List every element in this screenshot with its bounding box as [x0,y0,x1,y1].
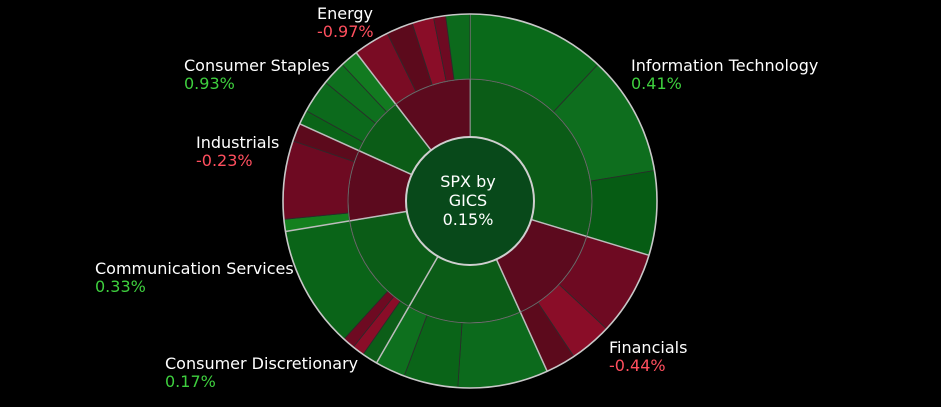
sector-divider [285,210,407,233]
sector-divider [375,256,439,364]
center-title-line2: GICS [448,191,488,210]
sector-divider [355,52,432,151]
center-total-change: 0.15% [442,210,494,229]
sector-change: 0.33% [95,277,146,296]
sector-divider [531,218,650,257]
sector-divider [299,123,413,176]
sector-change: -0.23% [196,151,253,170]
center-title-line1: SPX by [440,172,496,191]
sector-change: 0.17% [165,372,216,391]
middle-ring-border [347,78,593,324]
sector-label-information-technology: Information Technology 0.41% [631,56,819,93]
chart-center-label: SPX by GICS 0.15% [410,172,526,229]
sector-label-communication-services: Communication Services 0.33% [95,259,294,296]
sector-label-consumer-staples: Consumer Staples 0.93% [184,56,330,93]
sector-label-industrials: Industrials -0.23% [196,133,280,170]
center-disk [405,136,535,266]
outer-ring-border [282,13,658,389]
sector-change: -0.44% [609,356,666,375]
sector-label-consumer-discretionary: Consumer Discretionary 0.17% [165,354,359,391]
sector-change: 0.93% [184,74,235,93]
sector-label-energy: Energy -0.97% [317,4,374,41]
sector-change: 0.41% [631,74,682,93]
sector-divider [495,258,548,372]
sector-change: -0.97% [317,22,374,41]
sector-label-financials: Financials -0.44% [609,338,688,375]
